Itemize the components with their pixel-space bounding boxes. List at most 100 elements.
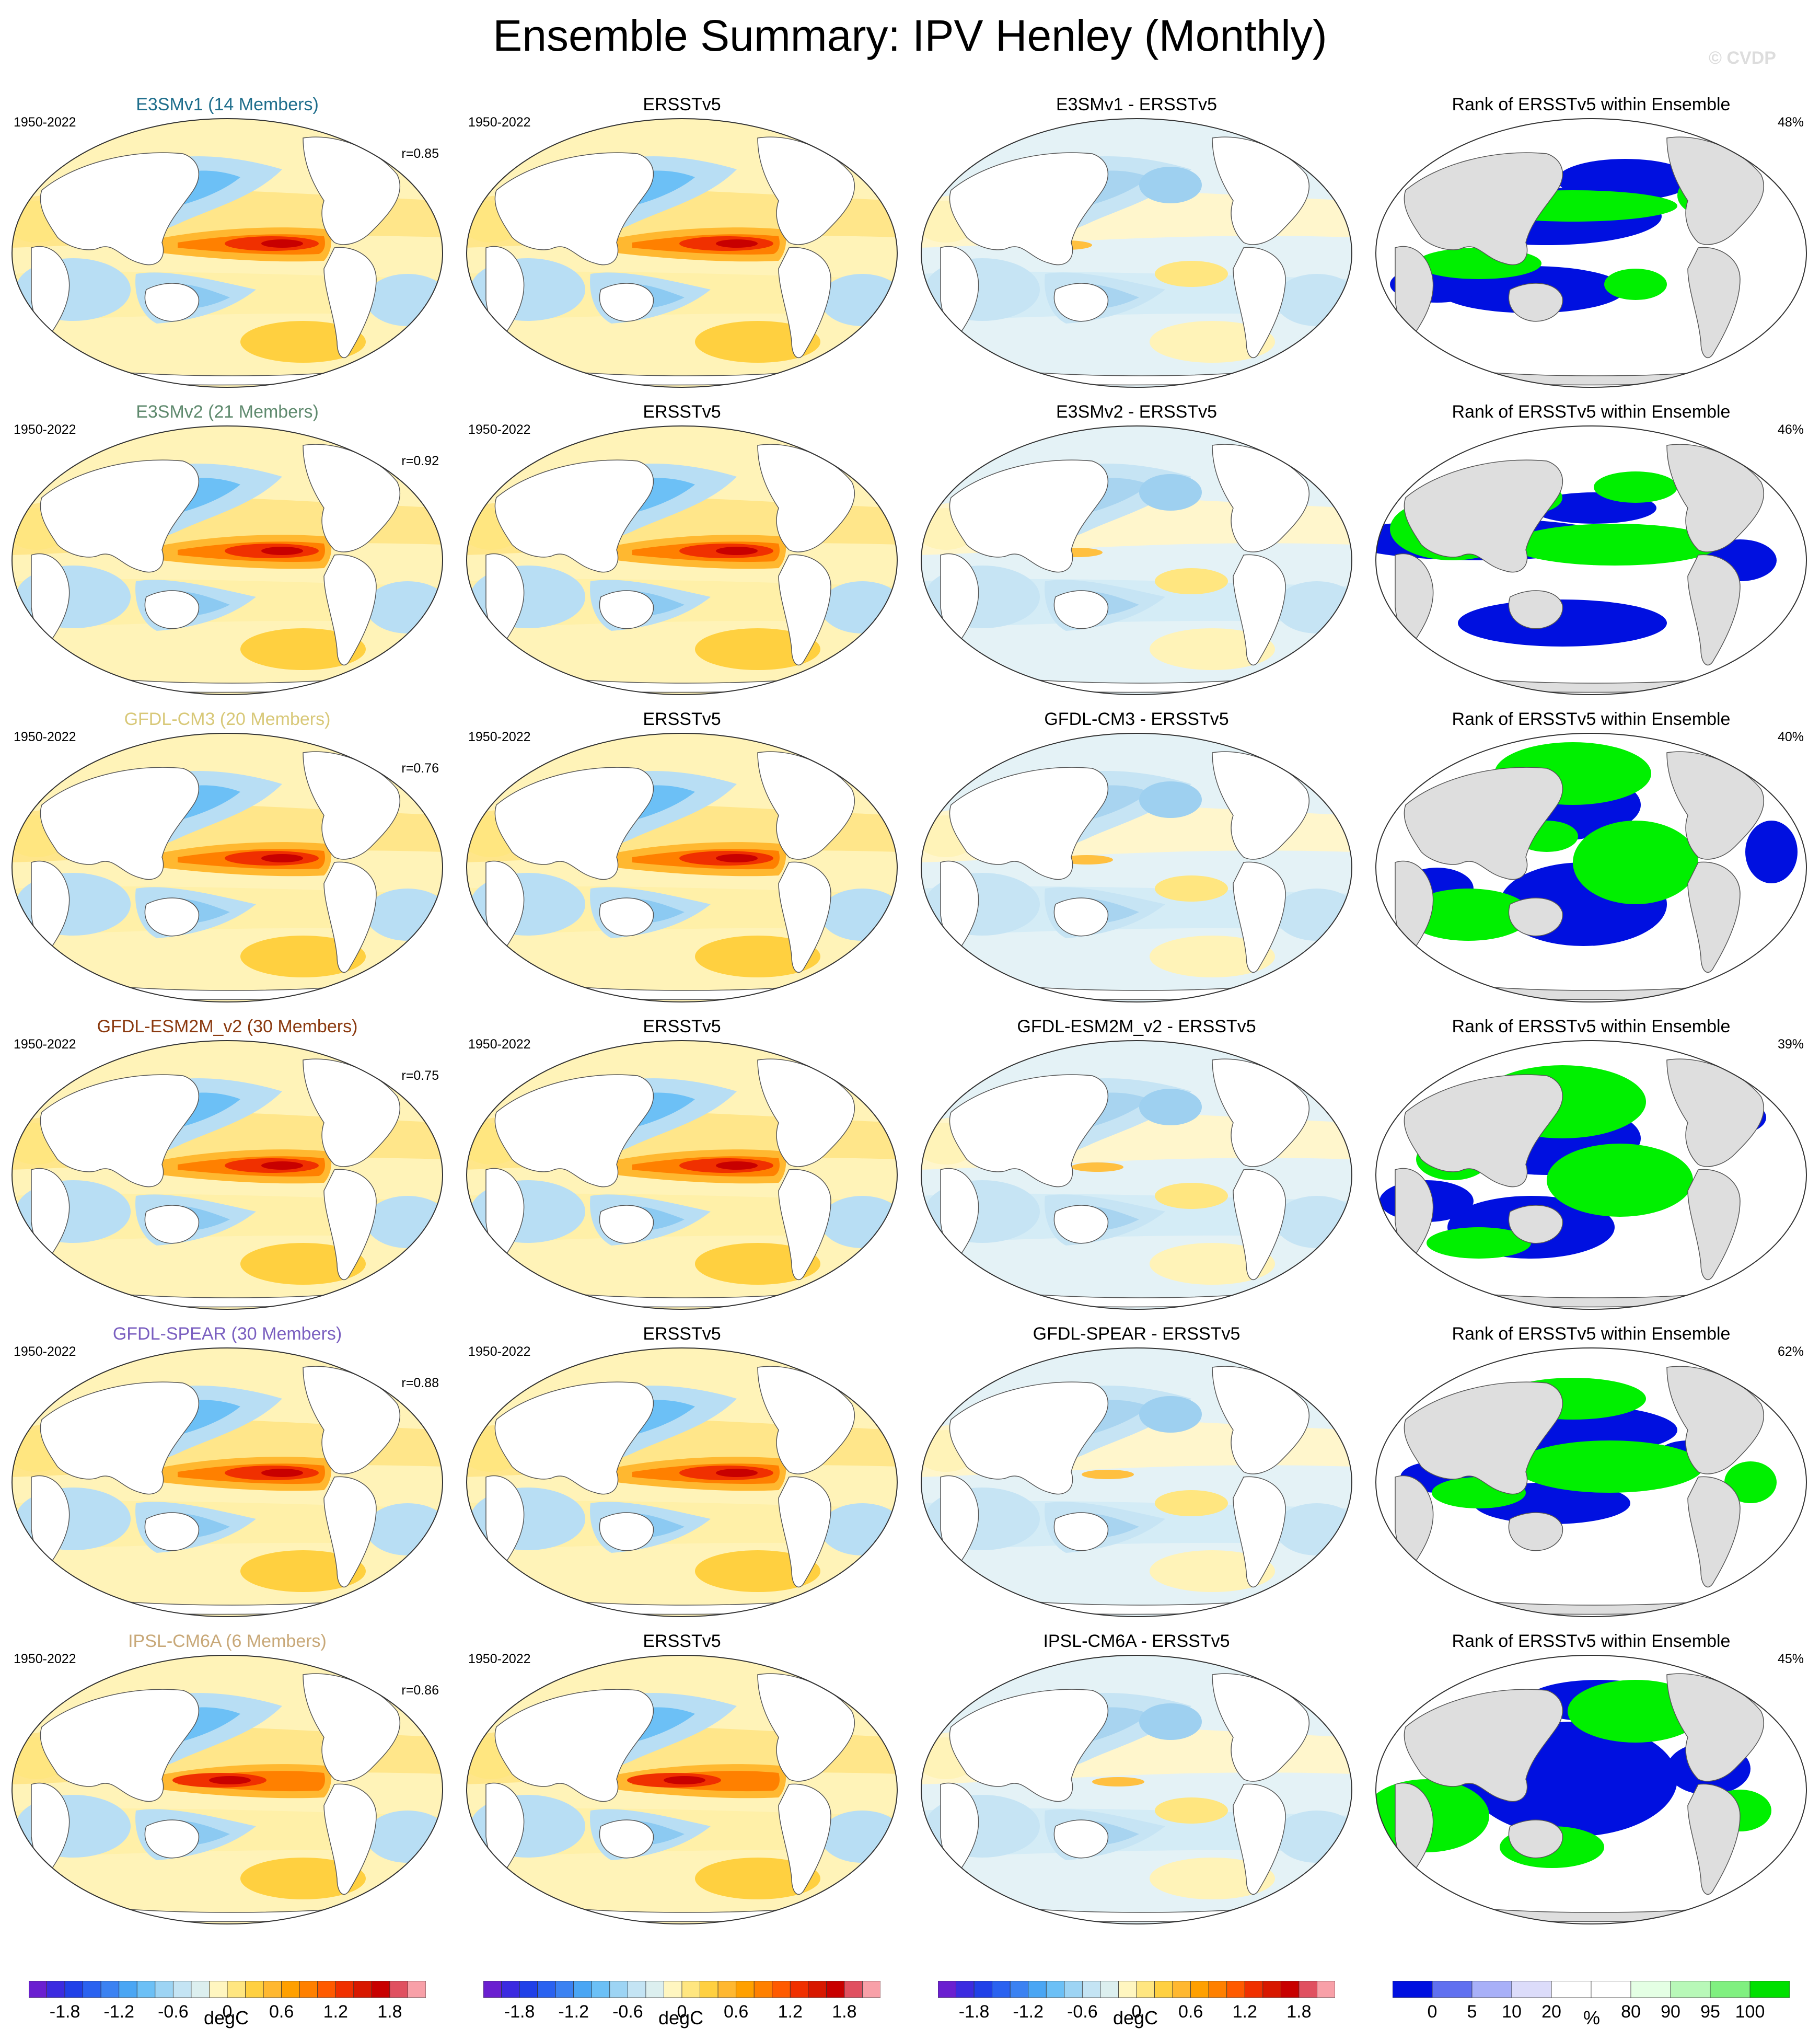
rank-percent: 62% [1777,1344,1804,1359]
panel-rank: Rank of ERSSTv5 within Ensemble 39% [1369,1016,1813,1319]
sst-map [10,1039,444,1311]
sst-map [920,732,1353,1004]
rank-swatch [1670,1981,1711,1998]
temp-diff-swatch [1064,1981,1083,1998]
panel-model: GFDL-CM3 (20 Members) 1950-2022 r=0.76 [5,709,449,1012]
sst-map [465,424,899,696]
panel-title: GFDL-CM3 - ERSSTv5 [1044,709,1229,729]
temp-model-swatch [136,1981,156,1998]
temp-obs-tick-label: -0.6 [612,2002,643,2022]
temp-diff-swatch [1244,1981,1263,1998]
rank-map [1374,732,1808,1004]
rank-tick-label: 0 [1428,2002,1438,2022]
temp-diff-swatch [992,1981,1011,1998]
temp-obs-swatch [844,1981,863,1998]
panel-title: E3SMv2 - ERSSTv5 [1056,402,1217,422]
panel-model: GFDL-ESM2M_v2 (30 Members) 1950-2022 r=0.7… [5,1016,449,1319]
rank-map [1374,1039,1808,1311]
period-label: 1950-2022 [468,115,531,130]
panel-title: Rank of ERSSTv5 within Ensemble [1452,1017,1731,1036]
temp-model-tick-label: 1.8 [377,2002,402,2022]
temp-obs-swatch [753,1981,773,1998]
panel-title: E3SMv1 - ERSSTv5 [1056,95,1217,114]
rank-tick-label: 95 [1700,2002,1720,2022]
rank-percent: 46% [1777,422,1804,437]
rank-swatch [1551,1981,1592,1998]
temp-obs-swatch [717,1981,737,1998]
rank-swatch [1471,1981,1512,1998]
temp-diff-swatch [1172,1981,1191,1998]
period-label: 1950-2022 [468,422,531,437]
panel-model: IPSL-CM6A (6 Members) 1950-2022 r=0.86 [5,1631,449,1934]
rank-percent: 45% [1777,1652,1804,1666]
panel-diff: E3SMv1 - ERSSTv5 [914,94,1359,397]
sst-map [465,1654,899,1926]
period-label: 1950-2022 [14,730,76,744]
sst-map [10,732,444,1004]
temp-diff-swatch [956,1981,975,1998]
colorbar-temp-obs: -1.8 -1.2 -0.6 0 0.6 1.2 1.8 [483,1981,880,2025]
period-label: 1950-2022 [14,115,76,130]
panel-diff: GFDL-ESM2M_v2 - ERSSTv5 [914,1016,1359,1319]
temp-obs-swatch [772,1981,791,1998]
panel-model: GFDL-SPEAR (30 Members) 1950-2022 r=0.88 [5,1323,449,1627]
panel-title: Rank of ERSSTv5 within Ensemble [1452,402,1731,422]
sst-map [10,1654,444,1926]
rank-swatch [1393,1981,1433,1998]
panel-obs: ERSSTv5 1950-2022 [460,709,904,1012]
period-label: 1950-2022 [14,1344,76,1359]
watermark: © CVDP [1709,48,1776,68]
panel-title: ERSSTv5 [643,1324,721,1344]
temp-obs-swatch [501,1981,520,1998]
rank-map [1374,424,1808,696]
colorbar-temp-diff-units: degC [1113,2007,1158,2028]
temp-model-swatch [353,1981,372,1998]
pattern-correlation: r=0.85 [401,146,439,161]
panel-obs: ERSSTv5 1950-2022 [460,401,904,705]
panel-title: IPSL-CM6A - ERSSTv5 [1043,1631,1230,1651]
temp-model-swatch [263,1981,282,1998]
rank-tick-label: 100 [1735,2002,1765,2022]
panel-rank: Rank of ERSSTv5 within Ensemble 62% [1369,1323,1813,1627]
temp-model-swatch [47,1981,65,1998]
colorbar-rank-units: % [1583,2007,1601,2028]
temp-model-swatch [245,1981,264,1998]
sst-map [10,424,444,696]
rank-map [1374,1346,1808,1618]
panel-title: GFDL-CM3 (20 Members) [124,709,331,729]
panel-title: ERSSTv5 [643,709,721,729]
pattern-correlation: r=0.86 [401,1683,439,1698]
period-label: 1950-2022 [14,1652,76,1666]
panel-obs: ERSSTv5 1950-2022 [460,1323,904,1627]
temp-diff-tick-label: -1.8 [959,2002,990,2022]
period-label: 1950-2022 [468,1037,531,1052]
panel-title: ERSSTv5 [643,1017,721,1036]
temp-obs-swatch [700,1981,718,1998]
temp-diff-swatch [1299,1981,1317,1998]
rank-swatch [1749,1981,1790,1998]
panel-diff: E3SMv2 - ERSSTv5 [914,401,1359,705]
rank-swatch [1432,1981,1473,1998]
temp-obs-swatch [862,1981,880,1998]
panel-title: ERSSTv5 [643,95,721,114]
sst-map [465,1039,899,1311]
colorbar-temp-model-units: degC [204,2007,249,2028]
temp-model-swatch [335,1981,354,1998]
panel-obs: ERSSTv5 1950-2022 [460,1631,904,1934]
panel-model: E3SMv1 (14 Members) 1950-2022 r=0.85 [5,94,449,397]
temp-diff-swatch [1208,1981,1227,1998]
rank-percent: 48% [1777,115,1804,130]
temp-diff-tick-label: 1.2 [1233,2002,1257,2022]
temp-diff-swatch [1136,1981,1155,1998]
temp-diff-swatch [973,1981,993,1998]
temp-obs-swatch [808,1981,827,1998]
pattern-correlation: r=0.76 [401,761,439,776]
temp-diff-swatch [1100,1981,1119,1998]
temp-model-swatch [155,1981,173,1998]
rank-tick-label: 80 [1621,2002,1641,2022]
temp-diff-swatch [938,1981,956,1998]
temp-obs-tick-label: 0 [677,2002,687,2022]
rank-swatch [1591,1981,1631,1998]
panel-rank: Rank of ERSSTv5 within Ensemble 46% [1369,401,1813,705]
colorbar-temp-model: -1.8 -1.2 -0.6 0 0.6 1.2 1.8 [29,1981,426,2025]
